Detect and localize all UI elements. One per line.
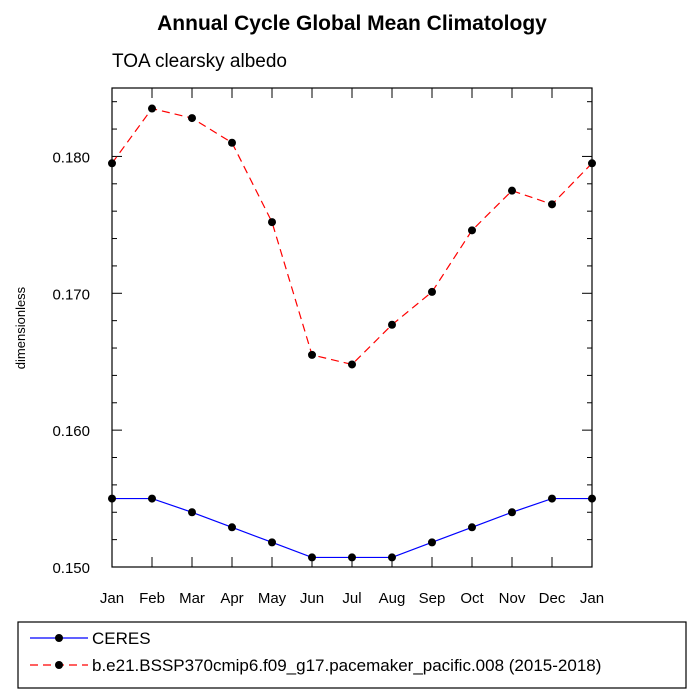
- y-tick-label: 0.170: [52, 286, 90, 303]
- x-tick-label: Aug: [379, 590, 406, 607]
- legend-label: CERES: [92, 629, 151, 648]
- data-point: [388, 320, 396, 329]
- data-point: [388, 553, 396, 562]
- legend: CERES b.e21.BSSP370cmip6.f09_g17.pacemake…: [30, 629, 601, 675]
- chart-subtitle: TOA clearsky albedo: [112, 51, 287, 72]
- series-1: [108, 104, 596, 369]
- series-line: [111, 107, 593, 366]
- series-layer: [108, 104, 596, 562]
- axis-ticks: [111, 88, 593, 568]
- data-point: [108, 159, 116, 168]
- x-tick-label: Apr: [220, 590, 243, 607]
- data-point: [508, 186, 516, 195]
- data-point: [228, 138, 236, 147]
- x-tick-label: Sep: [419, 590, 446, 607]
- data-point: [108, 494, 116, 503]
- legend-label: b.e21.BSSP370cmip6.f09_g17.pacemaker_pac…: [92, 656, 601, 675]
- legend-box: [17, 621, 687, 689]
- y-tick-label: 0.180: [52, 149, 90, 166]
- x-tick-label: Dec: [539, 590, 566, 607]
- x-tick-labels: Jan Feb Mar Apr May Jun Jul Aug Sep Oct Nov Dec Jan: [100, 590, 604, 607]
- y-axis-label: dimensionless: [13, 286, 28, 369]
- data-point: [548, 200, 556, 209]
- x-tick-label: Oct: [460, 590, 484, 607]
- data-point: [468, 523, 476, 532]
- data-point: [508, 508, 516, 517]
- data-point: [468, 226, 476, 235]
- data-point: [188, 508, 196, 517]
- data-point: [268, 218, 276, 227]
- data-point: [428, 538, 436, 547]
- data-point: [188, 114, 196, 123]
- data-point: [588, 159, 596, 168]
- x-tick-label: May: [258, 590, 287, 607]
- y-tick-label: 0.150: [52, 560, 90, 577]
- legend-marker: [55, 661, 63, 669]
- plot-frame: [111, 87, 593, 568]
- data-point: [148, 494, 156, 503]
- x-tick-label: Jul: [342, 590, 361, 607]
- x-tick-label: Jan: [100, 590, 124, 607]
- series-0: [108, 494, 596, 562]
- data-point: [428, 287, 436, 296]
- x-tick-label: Jun: [300, 590, 324, 607]
- legend-marker: [55, 634, 63, 642]
- data-point: [548, 494, 556, 503]
- data-point: [148, 104, 156, 113]
- series-line: [112, 497, 592, 559]
- x-tick-label: Nov: [499, 590, 526, 607]
- y-tick-label: 0.160: [52, 423, 90, 440]
- data-point: [588, 494, 596, 503]
- chart-title: Annual Cycle Global Mean Climatology: [157, 12, 547, 35]
- data-point: [268, 538, 276, 547]
- data-point: [228, 523, 236, 532]
- x-tick-label: Feb: [139, 590, 165, 607]
- data-point: [308, 350, 316, 359]
- data-point: [348, 553, 356, 562]
- data-point: [348, 360, 356, 369]
- y-tick-labels: 0.150 0.160 0.170 0.180: [52, 149, 90, 577]
- x-tick-label: Mar: [179, 590, 205, 607]
- data-point: [308, 553, 316, 562]
- x-tick-label: Jan: [580, 590, 604, 607]
